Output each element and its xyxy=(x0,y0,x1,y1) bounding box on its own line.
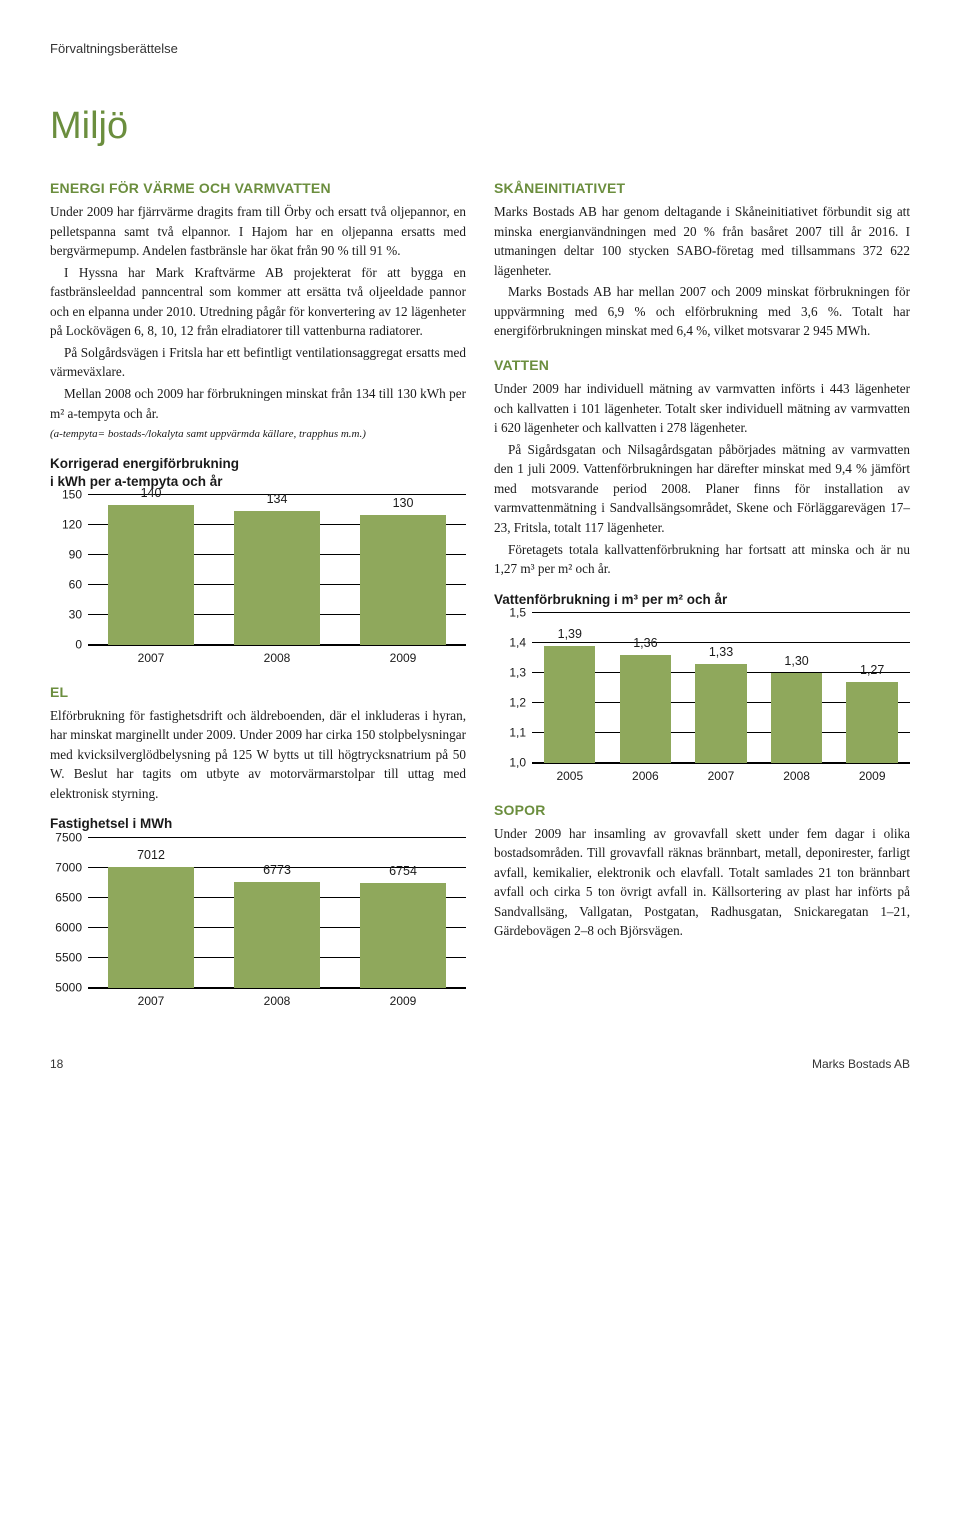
bar: 6773 xyxy=(214,861,340,989)
bar: 1,30 xyxy=(759,652,835,763)
x-axis-label: 2007 xyxy=(683,768,759,785)
para-energi-3: På Solgårdsvägen i Fritsla har ett befin… xyxy=(50,343,466,382)
chart-el: 5000550060006500700075007012677367542007… xyxy=(50,839,466,1010)
para-vatten-3: Företagets totala kallvattenförbrukning … xyxy=(494,540,910,579)
page-number: 18 xyxy=(50,1056,63,1073)
bar-rect xyxy=(108,867,194,988)
bar-value-label: 140 xyxy=(141,484,162,502)
bar-value-label: 6773 xyxy=(263,861,291,879)
x-axis-label: 2008 xyxy=(214,650,340,667)
para-energi-1: Under 2009 har fjärrvärme dragits fram t… xyxy=(50,202,466,261)
x-axis-label: 2007 xyxy=(88,993,214,1010)
bar: 7012 xyxy=(88,846,214,988)
bar: 6754 xyxy=(340,862,466,988)
chart-energy: 0306090120150140134130200720082009 xyxy=(50,496,466,667)
bar-value-label: 1,36 xyxy=(633,634,657,652)
x-axis-label: 2009 xyxy=(340,993,466,1010)
bar-value-label: 134 xyxy=(267,490,288,508)
para-energi-2: I Hyssna har Mark Kraftvärme AB projekte… xyxy=(50,263,466,341)
chart-el-title: Fastighetsel i MWh xyxy=(50,815,466,833)
chart-water: 1,01,11,21,31,41,51,391,361,331,301,2720… xyxy=(494,614,910,785)
para-skane-2-text: Marks Bostads AB har mellan 2007 och 200… xyxy=(494,284,910,338)
para-energi-4: Mellan 2008 och 2009 har förbrukningen m… xyxy=(50,384,466,423)
bar-value-label: 7012 xyxy=(137,846,165,864)
bar-rect xyxy=(544,646,595,763)
para-skane-2: Marks Bostads AB har mellan 2007 och 200… xyxy=(494,282,910,341)
page-title: Miljö xyxy=(50,99,910,154)
heading-vatten: VATTEN xyxy=(494,355,910,375)
page-footer: 18 Marks Bostads AB xyxy=(50,1056,910,1073)
bar-rect xyxy=(360,515,446,645)
bar-rect xyxy=(620,655,671,763)
para-energi-2-text: I Hyssna har Mark Kraftvärme AB projekte… xyxy=(50,265,466,339)
bar: 1,39 xyxy=(532,625,608,763)
heading-sopor: SOPOR xyxy=(494,800,910,820)
bar-rect xyxy=(846,682,897,763)
heading-el: EL xyxy=(50,682,466,702)
bar-value-label: 1,30 xyxy=(784,652,808,670)
bar-value-label: 1,27 xyxy=(860,661,884,679)
x-axis-label: 2005 xyxy=(532,768,608,785)
para-el: Elförbrukning för fastighetsdrift och äl… xyxy=(50,706,466,804)
x-axis-label: 2007 xyxy=(88,650,214,667)
heading-energi: ENERGI FÖR VÄRME OCH VARMVATTEN xyxy=(50,178,466,198)
para-vatten-2-text: På Sigårdsgatan och Nilsagårdsgatan påbö… xyxy=(494,442,910,535)
bar: 130 xyxy=(340,494,466,645)
bar: 134 xyxy=(214,490,340,645)
para-skane-1: Marks Bostads AB har genom deltagande i … xyxy=(494,202,910,280)
bar: 1,33 xyxy=(683,643,759,763)
para-vatten-2: På Sigårdsgatan och Nilsagårdsgatan påbö… xyxy=(494,440,910,538)
bar-value-label: 6754 xyxy=(389,862,417,880)
para-sopor: Under 2009 har insamling av grovavfall s… xyxy=(494,824,910,941)
para-vatten-1: Under 2009 har individuell mätning av va… xyxy=(494,379,910,438)
x-axis-label: 2006 xyxy=(608,768,684,785)
right-column: SKÅNEINITIATIVET Marks Bostads AB har ge… xyxy=(494,178,910,1020)
bar-rect xyxy=(695,664,746,763)
note-atempyta: (a-tempyta= bostads-/lokalyta samt uppvä… xyxy=(50,427,466,443)
x-axis-label: 2009 xyxy=(340,650,466,667)
bar-value-label: 1,33 xyxy=(709,643,733,661)
section-header: Förvaltningsberättelse xyxy=(50,40,910,59)
bar-value-label: 1,39 xyxy=(558,625,582,643)
bar: 1,27 xyxy=(834,661,910,763)
bar-value-label: 130 xyxy=(393,494,414,512)
bar-rect xyxy=(360,883,446,988)
two-column-layout: ENERGI FÖR VÄRME OCH VARMVATTEN Under 20… xyxy=(50,178,910,1020)
para-energi-3-text: På Solgårdsvägen i Fritsla har ett befin… xyxy=(50,345,466,380)
bar: 1,36 xyxy=(608,634,684,763)
bar-rect xyxy=(771,673,822,763)
x-axis-label: 2009 xyxy=(834,768,910,785)
bar: 140 xyxy=(88,484,214,645)
bar-rect xyxy=(234,511,320,645)
heading-skane: SKÅNEINITIATIVET xyxy=(494,178,910,198)
x-axis-label: 2008 xyxy=(759,768,835,785)
bar-rect xyxy=(234,882,320,988)
para-energi-4-text: Mellan 2008 och 2009 har förbrukningen m… xyxy=(50,386,466,421)
footer-company: Marks Bostads AB xyxy=(812,1056,910,1073)
para-vatten-3-text: Företagets totala kallvattenförbrukning … xyxy=(494,542,910,577)
left-column: ENERGI FÖR VÄRME OCH VARMVATTEN Under 20… xyxy=(50,178,466,1020)
x-axis-label: 2008 xyxy=(214,993,340,1010)
chart-water-title: Vattenförbrukning i m³ per m² och år xyxy=(494,591,910,609)
bar-rect xyxy=(108,505,194,645)
